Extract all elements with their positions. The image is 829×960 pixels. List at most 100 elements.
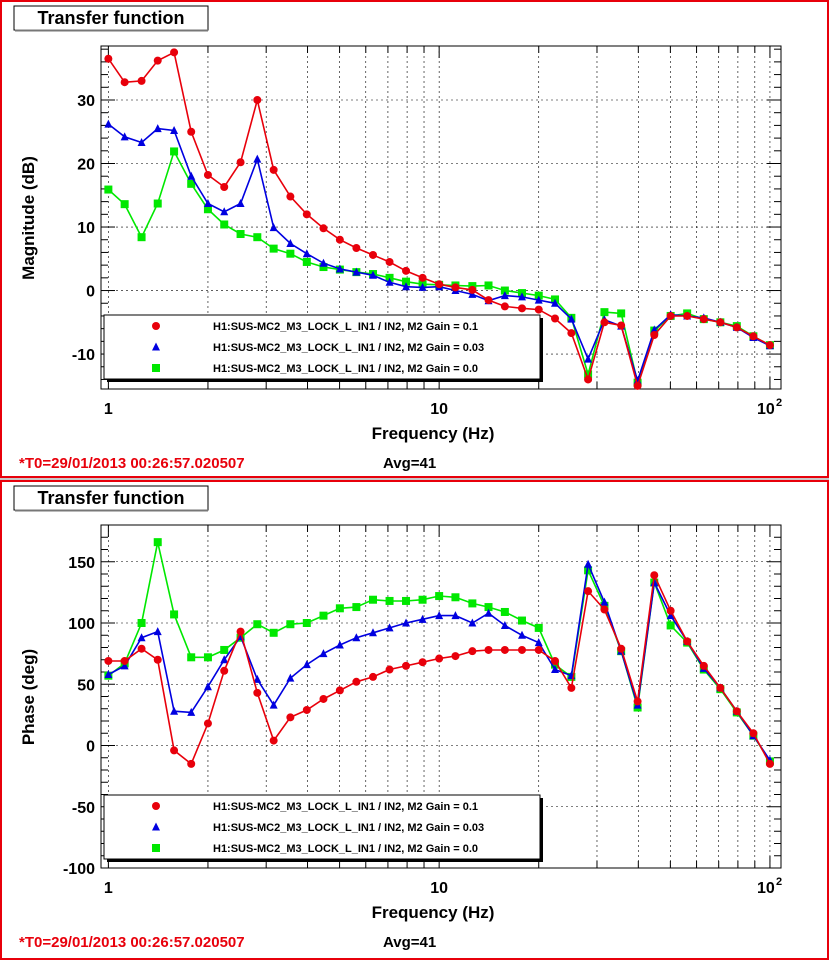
data-point	[220, 645, 229, 654]
data-point	[352, 633, 361, 642]
data-point	[120, 656, 129, 665]
data-point	[584, 375, 593, 384]
panel-title-box	[13, 485, 209, 511]
series-0	[104, 48, 774, 390]
data-point	[170, 706, 179, 715]
data-point	[451, 283, 460, 292]
data-point	[319, 649, 328, 658]
footer-t0: *T0=29/01/2013 00:26:57.020507	[19, 934, 245, 951]
data-point	[236, 230, 245, 239]
data-point	[517, 645, 526, 654]
data-point	[402, 618, 411, 627]
data-point	[152, 802, 160, 810]
data-point	[534, 295, 543, 304]
y-tick-label: 20	[77, 157, 95, 174]
data-point	[666, 611, 675, 620]
data-point	[220, 655, 229, 664]
data-point	[484, 645, 493, 654]
data-point	[253, 233, 262, 242]
data-point	[666, 311, 675, 320]
legend-entry-label: H1:SUS-MC2_M3_LOCK_L_IN1 / IN2, M2 Gain …	[213, 342, 484, 354]
data-point	[220, 183, 229, 192]
data-point	[302, 619, 311, 627]
data-point	[600, 318, 609, 327]
data-point	[418, 658, 427, 667]
data-point	[534, 645, 543, 654]
data-point	[617, 321, 626, 330]
data-point	[385, 596, 394, 605]
data-point	[451, 652, 460, 661]
data-point	[650, 325, 659, 334]
data-point	[749, 332, 758, 341]
data-point	[468, 647, 477, 656]
data-point	[385, 665, 394, 674]
data-point	[551, 314, 560, 323]
data-point	[451, 611, 460, 620]
data-point	[335, 604, 344, 613]
data-point	[534, 623, 543, 632]
data-point	[500, 302, 509, 311]
data-point	[203, 682, 212, 691]
data-point	[650, 578, 659, 587]
y-tick-label: 30	[77, 93, 95, 110]
data-point	[286, 713, 295, 722]
data-point	[137, 233, 146, 242]
panel-title-box	[13, 5, 209, 31]
data-point	[137, 619, 146, 627]
data-point	[402, 277, 411, 286]
data-point	[286, 192, 295, 201]
data-point	[352, 243, 361, 252]
data-point	[302, 705, 311, 714]
data-point	[584, 370, 593, 379]
data-point	[551, 665, 560, 674]
data-point	[170, 147, 179, 156]
legend-entry-label: H1:SUS-MC2_M3_LOCK_L_IN1 / IN2, M2 Gain …	[213, 822, 484, 834]
data-point	[170, 746, 179, 755]
data-point	[203, 719, 212, 728]
data-point	[269, 165, 278, 174]
data-point	[335, 235, 344, 244]
data-point	[104, 119, 113, 128]
data-point	[335, 264, 344, 273]
data-point	[584, 587, 593, 596]
data-point	[203, 205, 212, 214]
data-point	[104, 54, 113, 63]
y-tick-label: 50	[77, 677, 95, 694]
data-point	[120, 200, 129, 209]
data-point	[187, 179, 196, 188]
data-point	[319, 611, 328, 620]
data-point	[153, 56, 162, 65]
data-point	[203, 170, 212, 179]
data-point	[402, 596, 411, 605]
data-point	[517, 616, 526, 625]
data-point	[170, 125, 179, 134]
data-point	[335, 640, 344, 649]
data-point	[104, 185, 113, 194]
data-point	[468, 618, 477, 627]
data-point	[567, 329, 576, 338]
data-point	[302, 249, 311, 258]
data-point	[253, 620, 262, 629]
legend-entry-label: H1:SUS-MC2_M3_LOCK_L_IN1 / IN2, M2 Gain …	[213, 843, 478, 855]
x-axis-label: Frequency (Hz)	[372, 903, 495, 922]
data-point	[152, 342, 160, 351]
data-point	[253, 154, 262, 163]
data-point	[153, 124, 162, 133]
data-point	[286, 249, 295, 258]
data-point	[269, 223, 278, 232]
data-point	[650, 331, 659, 340]
x-tick-label: 10	[757, 880, 775, 897]
data-point	[236, 627, 245, 636]
data-point	[187, 127, 196, 136]
data-point	[584, 559, 593, 568]
data-point	[600, 605, 609, 614]
data-point	[220, 666, 229, 675]
data-point	[765, 759, 774, 768]
data-point	[500, 645, 509, 654]
data-point	[617, 309, 626, 318]
footer-avg: Avg=41	[383, 455, 436, 472]
data-point	[551, 656, 560, 665]
